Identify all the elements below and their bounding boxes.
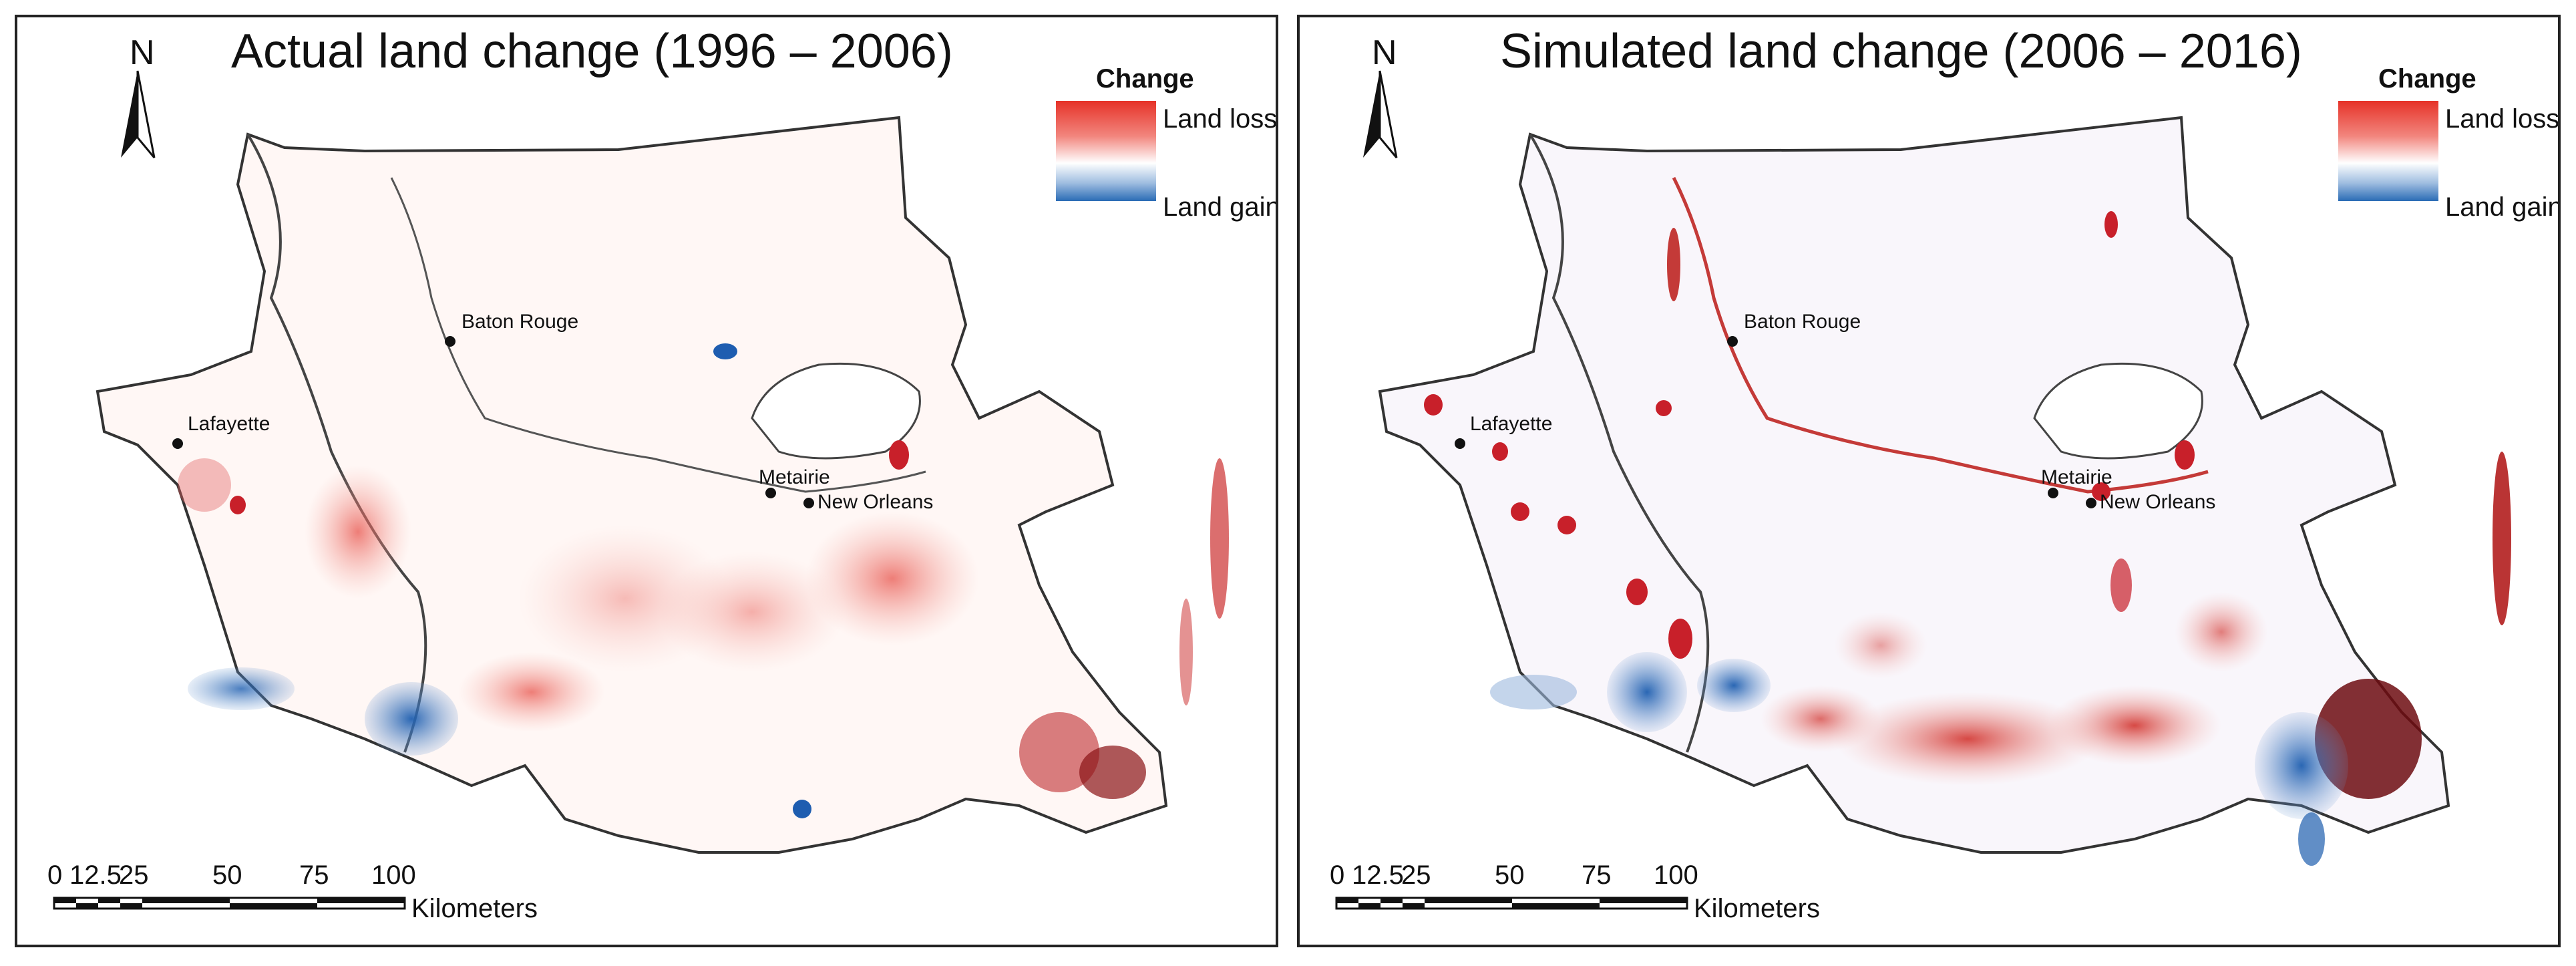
- scale-tick-0: 0: [1330, 860, 1345, 890]
- svg-text:New Orleans: New Orleans: [817, 491, 933, 513]
- scale-tick-25: 25: [1401, 860, 1431, 890]
- scale-tick-12-5: 12.5: [69, 860, 122, 890]
- city-new-orleans: New Orleans: [2086, 491, 2215, 513]
- scale-tick-50: 50: [1495, 860, 1525, 890]
- scale-tick-75: 75: [1582, 860, 1612, 890]
- scale-tick-50: 50: [212, 860, 242, 890]
- scale-tick-100: 100: [1654, 860, 1698, 890]
- land-change-raster: [1424, 211, 2511, 866]
- legend-high-label: Land loss: [1163, 104, 1278, 134]
- city-new-orleans: New Orleans: [803, 491, 933, 513]
- legend-high-label: Land loss: [2445, 104, 2560, 134]
- actual-land-change-map: N Baton Rouge Lafayette Metairie New Orl…: [15, 15, 1278, 947]
- svg-text:Metairie: Metairie: [2041, 466, 2112, 488]
- scale-tick-100: 100: [371, 860, 416, 890]
- scale-unit: Kilometers: [1694, 894, 1820, 923]
- scale-tick-0: 0: [47, 860, 63, 890]
- land-change-raster: [178, 343, 1229, 818]
- city-baton-rouge: Baton Rouge: [1727, 311, 1861, 347]
- scale-tick-25: 25: [119, 860, 149, 890]
- scale-bar: [1335, 897, 1688, 910]
- map-canvas: N Baton Rouge Lafayette Metairie New Orl…: [53, 33, 1229, 910]
- city-metairie: Metairie: [759, 466, 830, 498]
- svg-text:Lafayette: Lafayette: [188, 413, 270, 435]
- coastline-outline: [96, 116, 1168, 854]
- legend-low-label: Land gain: [1163, 192, 1278, 222]
- north-arrow-icon: N: [1363, 33, 1398, 158]
- city-lafayette: Lafayette: [1455, 413, 1552, 449]
- svg-text:N: N: [130, 33, 155, 72]
- mississippi-river: [390, 177, 926, 493]
- svg-text:Metairie: Metairie: [759, 466, 830, 488]
- lake-pontchartrain: [2033, 362, 2203, 460]
- svg-text:Baton Rouge: Baton Rouge: [462, 311, 578, 333]
- river: [1529, 133, 1710, 753]
- scale-tick-12-5: 12.5: [1352, 860, 1404, 890]
- svg-text:N: N: [1372, 33, 1397, 72]
- legend-color-ramp: [2338, 101, 2438, 201]
- scale-tick-75: 75: [299, 860, 329, 890]
- svg-text:Baton Rouge: Baton Rouge: [1744, 311, 1861, 333]
- svg-text:Lafayette: Lafayette: [1470, 413, 1552, 435]
- legend-color-ramp: [1056, 101, 1156, 201]
- legend-title: Change: [1096, 64, 1194, 94]
- city-metairie: Metairie: [2041, 466, 2112, 498]
- lake-pontchartrain: [751, 362, 921, 460]
- city-baton-rouge: Baton Rouge: [445, 311, 578, 347]
- map-canvas: N Baton Rouge Lafayette Metairie New Orl…: [1335, 33, 2511, 910]
- city-lafayette: Lafayette: [172, 413, 270, 449]
- simulated-land-change-map: N Baton Rouge Lafayette Metairie New Orl…: [1297, 15, 2561, 947]
- legend-low-label: Land gain: [2445, 192, 2561, 222]
- scale-unit: Kilometers: [411, 894, 538, 923]
- river: [246, 133, 427, 753]
- legend-title: Change: [2378, 64, 2476, 94]
- north-arrow-icon: N: [121, 33, 156, 158]
- svg-text:New Orleans: New Orleans: [2100, 491, 2215, 513]
- map-title: Actual land change (1996 – 2006): [231, 25, 953, 78]
- scale-bar: [53, 897, 406, 910]
- map-title: Simulated land change (2006 – 2016): [1500, 25, 2302, 78]
